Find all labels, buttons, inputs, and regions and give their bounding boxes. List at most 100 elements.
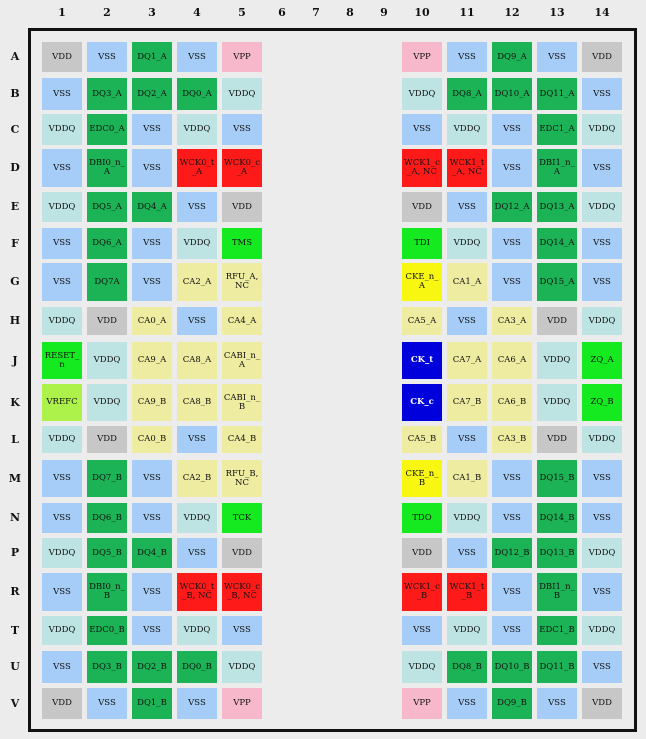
pin-e2-dq5-a: DQ5_A [87, 192, 127, 222]
pin-c5-vss: VSS [222, 114, 262, 145]
pin-h4-vss: VSS [177, 307, 217, 335]
pin-m13-dq15-b: DQ15_B [537, 460, 577, 497]
pin-n5-tck: TCK [222, 503, 262, 533]
pin-r12-vss: VSS [492, 573, 532, 611]
pin-p5-vdd: VDD [222, 538, 262, 568]
pin-a1-vdd: VDD [42, 42, 82, 72]
pin-e12-dq12-a: DQ12_A [492, 192, 532, 222]
pin-e3-dq4-a: DQ4_A [132, 192, 172, 222]
pin-g1-vss: VSS [42, 263, 82, 301]
pin-l2-vdd: VDD [87, 426, 127, 453]
pin-k14-zq-b: ZQ_B [582, 384, 622, 421]
pin-t14-vddq: VDDQ [582, 616, 622, 645]
pin-l11-vss: VSS [447, 426, 487, 453]
row-header-b: B [10, 87, 20, 100]
pin-b4-dq0-a: DQ0_A [177, 78, 217, 110]
pin-t4-vddq: VDDQ [177, 616, 217, 645]
pin-p14-vddq: VDDQ [582, 538, 622, 568]
pin-t11-vddq: VDDQ [447, 616, 487, 645]
row-header-k: K [10, 396, 20, 409]
pin-c14-vddq: VDDQ [582, 114, 622, 145]
pin-t3-vss: VSS [132, 616, 172, 645]
pin-p2-dq5-b: DQ5_B [87, 538, 127, 568]
pin-l10-ca5-b: CA5_B [402, 426, 442, 453]
pin-u10-vddq: VDDQ [402, 651, 442, 683]
pin-v14-vdd: VDD [582, 688, 622, 719]
pin-d14-vss: VSS [582, 149, 622, 187]
pin-f4-vddq: VDDQ [177, 228, 217, 259]
pin-c1-vddq: VDDQ [42, 114, 82, 145]
pin-f5-tms: TMS [222, 228, 262, 259]
pin-e14-vddq: VDDQ [582, 192, 622, 222]
pin-k3-ca9-b: CA9_B [132, 384, 172, 421]
pin-p1-vddq: VDDQ [42, 538, 82, 568]
column-header-7: 7 [312, 6, 320, 19]
pin-k4-ca8-b: CA8_B [177, 384, 217, 421]
pin-d13-dbi1-n-a: DBI1_n_A [537, 149, 577, 187]
pin-n3-vss: VSS [132, 503, 172, 533]
pin-k5-cabi-n-b: CABI_n_B [222, 384, 262, 421]
row-header-l: L [11, 433, 19, 446]
pin-j10-ck-t: CK_t [402, 342, 442, 379]
pin-t13-edc1-b: EDC1_B [537, 616, 577, 645]
pin-t1-vddq: VDDQ [42, 616, 82, 645]
ball-map-board: VDD VSS DQ1_A VSS VPP VPP VSS DQ9_A VSS VDD VSS DQ3… [28, 28, 637, 732]
pin-u3-dq2-b: DQ2_B [132, 651, 172, 683]
pin-v11-vss: VSS [447, 688, 487, 719]
pin-c3-vss: VSS [132, 114, 172, 145]
pin-h14-vddq: VDDQ [582, 307, 622, 335]
pin-j4-ca8-a: CA8_A [177, 342, 217, 379]
pin-b2-dq3-a: DQ3_A [87, 78, 127, 110]
pin-m12-vss: VSS [492, 460, 532, 497]
pin-k1-vrefc: VREFC [42, 384, 82, 421]
pin-r4-wck0-t-b-nc: WCK0_t_B, NC [177, 573, 217, 611]
pin-t12-vss: VSS [492, 616, 532, 645]
pin-d3-vss: VSS [132, 149, 172, 187]
pin-j12-ca6-a: CA6_A [492, 342, 532, 379]
pin-j13-vddq: VDDQ [537, 342, 577, 379]
pin-a10-vpp: VPP [402, 42, 442, 72]
pin-n12-vss: VSS [492, 503, 532, 533]
pin-a12-dq9-a: DQ9_A [492, 42, 532, 72]
pin-e5-vdd: VDD [222, 192, 262, 222]
pin-u5-vddq: VDDQ [222, 651, 262, 683]
pin-d2-dbi0-n-a: DBI0_n_A [87, 149, 127, 187]
pin-j14-zq-a: ZQ_A [582, 342, 622, 379]
column-header-10: 10 [414, 6, 430, 19]
row-header-h: H [9, 314, 21, 327]
column-header-4: 4 [193, 6, 201, 19]
column-header-6: 6 [278, 6, 286, 19]
row-header-m: M [8, 472, 22, 485]
pin-f3-vss: VSS [132, 228, 172, 259]
pin-b5-vddq: VDDQ [222, 78, 262, 110]
pin-l13-vdd: VDD [537, 426, 577, 453]
pin-n4-vddq: VDDQ [177, 503, 217, 533]
pin-a3-dq1-a: DQ1_A [132, 42, 172, 72]
pin-u12-dq10-b: DQ10_B [492, 651, 532, 683]
pin-d11-wck1-t-a-nc: WCK1_t_A, NC [447, 149, 487, 187]
pin-a13-vss: VSS [537, 42, 577, 72]
pin-j11-ca7-a: CA7_A [447, 342, 487, 379]
pin-g2-dq7a: DQ7A [87, 263, 127, 301]
pin-l4-vss: VSS [177, 426, 217, 453]
pin-n14-vss: VSS [582, 503, 622, 533]
pin-b12-dq10-a: DQ10_A [492, 78, 532, 110]
pin-n13-dq14-b: DQ14_B [537, 503, 577, 533]
pin-p11-vss: VSS [447, 538, 487, 568]
pin-p12-dq12-b: DQ12_B [492, 538, 532, 568]
pin-b13-dq11-a: DQ11_A [537, 78, 577, 110]
pin-k2-vddq: VDDQ [87, 384, 127, 421]
pin-j3-ca9-a: CA9_A [132, 342, 172, 379]
pin-d4-wck0-t-a: WCK0_t_A [177, 149, 217, 187]
column-header-14: 14 [594, 6, 610, 19]
pin-u11-dq8-b: DQ8_B [447, 651, 487, 683]
column-header-5: 5 [238, 6, 246, 19]
row-header-v: V [10, 697, 20, 710]
pin-d5-wck0-c-a: WCK0_c_A [222, 149, 262, 187]
pin-f11-vddq: VDDQ [447, 228, 487, 259]
row-header-p: P [10, 546, 20, 559]
pin-v4-vss: VSS [177, 688, 217, 719]
pin-b14-vss: VSS [582, 78, 622, 110]
pin-k13-vddq: VDDQ [537, 384, 577, 421]
pin-v5-vpp: VPP [222, 688, 262, 719]
